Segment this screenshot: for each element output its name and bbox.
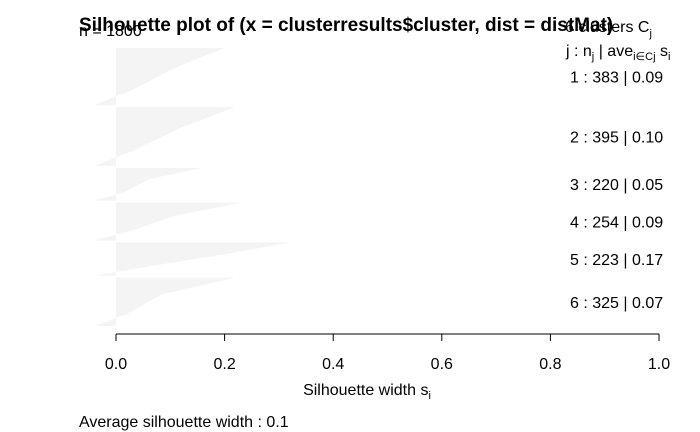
cluster-label-4: 4 : 254 | 0.09 xyxy=(570,215,663,232)
x-tick-label: 1.0 xyxy=(648,356,670,373)
cluster-label-2: 2 : 395 | 0.10 xyxy=(570,129,663,146)
n-label: n = 1800 xyxy=(79,23,142,40)
cluster-label-5: 5 : 223 | 0.17 xyxy=(570,252,663,269)
silhouette-band-6 xyxy=(94,277,236,326)
x-axis-ticks: 0.0 0.2 0.4 0.6 0.8 1.0 xyxy=(105,334,670,373)
columns-header: j : nj | avei∈Cj si xyxy=(565,43,670,63)
silhouette-band-3 xyxy=(94,167,203,201)
silhouette-band-4 xyxy=(94,202,241,241)
x-tick-label: 0.8 xyxy=(539,356,561,373)
cluster-label-6: 6 : 325 | 0.07 xyxy=(570,295,663,312)
x-tick-label: 0.0 xyxy=(105,356,127,373)
chart-title: Silhouette plot of (x = clusterresults$c… xyxy=(79,15,613,36)
silhouette-band-1 xyxy=(94,48,225,106)
x-tick-label: 0.6 xyxy=(431,356,453,373)
x-tick-label: 0.4 xyxy=(322,356,344,373)
cluster-label-3: 3 : 220 | 0.05 xyxy=(570,177,663,194)
silhouette-bars xyxy=(94,48,290,326)
x-tick-label: 0.2 xyxy=(213,356,235,373)
silhouette-band-2 xyxy=(94,107,236,166)
silhouette-band-5 xyxy=(94,242,290,276)
x-axis-label: Silhouette width si xyxy=(303,382,431,402)
cluster-label-1: 1 : 383 | 0.09 xyxy=(570,70,663,87)
average-silhouette-width: Average silhouette width : 0.1 xyxy=(79,414,289,431)
cluster-row-labels: 1 : 383 | 0.09 2 : 395 | 0.10 3 : 220 | 0.… xyxy=(570,70,663,312)
clusters-header: 6 clusters Cj xyxy=(565,19,652,40)
